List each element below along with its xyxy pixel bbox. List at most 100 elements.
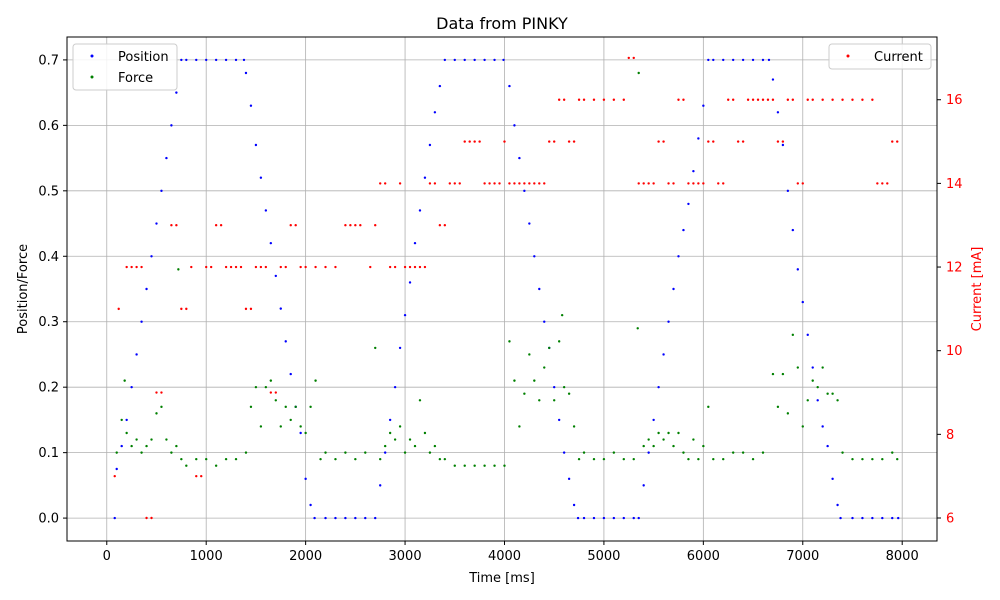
current-point [582,98,586,101]
position-point [423,176,427,179]
current-point [448,182,451,185]
position-point [796,268,799,271]
position-point [751,58,755,62]
position-point [707,58,710,62]
current-point [244,307,248,311]
current-point [453,182,456,185]
position-point [562,451,566,454]
current-point [557,98,561,101]
force-point [861,457,864,461]
position-point [463,58,466,62]
force-point [374,346,377,350]
y-tick-label-left: 0.1 [38,446,59,461]
force-point [652,444,655,448]
x-tick-label: 8000 [886,549,919,564]
force-point [896,457,899,461]
position-point [523,189,526,193]
current-point [224,265,228,269]
current-point [117,307,120,311]
current-point [771,98,775,101]
current-point [662,140,665,143]
force-point [548,346,551,350]
position-point [433,111,437,114]
current-point [130,265,133,269]
position-point [364,516,367,520]
current-point [592,98,596,101]
current-point [408,265,412,269]
plot-frame [66,36,938,542]
current-point [239,265,243,269]
current-point [503,140,506,143]
current-point [627,56,630,60]
position-point [393,385,397,389]
position-point [533,255,536,258]
current-point [463,140,466,143]
position-point [438,84,442,88]
current-point [761,98,765,101]
force-point [334,457,337,461]
position-point [801,300,804,304]
current-point [185,307,188,311]
force-point [453,464,456,467]
position-point [113,516,116,520]
force-point [473,464,476,467]
position-point [130,385,133,389]
force-point [125,431,128,435]
force-point [145,444,148,448]
position-point [304,477,307,481]
current-point [781,140,785,143]
current-point [175,224,178,227]
current-point [458,182,461,185]
current-point [523,182,526,185]
current-point [886,182,889,185]
force-point [622,457,625,461]
force-point [667,431,670,435]
current-point [140,265,143,269]
current-point [334,265,337,269]
current-point [553,140,556,143]
current-point [861,98,864,101]
current-point [702,182,705,185]
force-point [592,457,596,461]
current-point [438,224,442,227]
position-point [518,156,521,160]
x-tick-label: 7000 [786,549,819,564]
position-point [543,320,546,323]
current-point [543,182,546,185]
force-point [741,451,745,454]
force-point [224,457,228,461]
current-point [572,140,576,143]
current-point [279,265,282,269]
y-tick-label-left: 0.7 [38,53,59,68]
current-point [622,98,625,101]
y-tick-label-left: 0.0 [38,512,59,527]
position-point [821,425,824,428]
current-point [518,182,521,185]
current-point [831,98,834,101]
position-point [528,222,531,225]
position-point [269,241,273,245]
current-point [205,265,208,269]
position-point [408,281,412,284]
force-point [140,451,143,454]
current-point [254,265,258,269]
force-point [560,313,564,317]
force-point [170,451,173,454]
force-point [493,464,496,467]
position-point [299,431,302,435]
position-point [897,516,900,520]
force-point [513,379,516,382]
position-point [175,91,178,94]
position-point [418,209,422,212]
position-point [234,58,238,62]
current-point [433,182,437,185]
force-point [577,457,581,461]
position-point [289,372,292,376]
current-point [751,98,755,101]
legend-right-box [828,43,932,70]
force-point [379,457,382,461]
position-point [224,58,228,62]
position-point [576,516,580,520]
position-point [672,287,675,291]
